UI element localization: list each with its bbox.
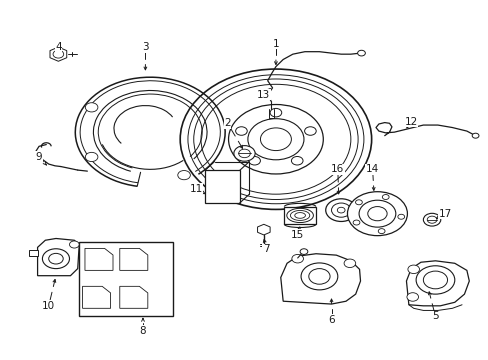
Circle shape: [358, 200, 395, 227]
Circle shape: [382, 194, 388, 199]
Text: 9: 9: [36, 152, 42, 162]
Polygon shape: [120, 286, 147, 308]
Text: 17: 17: [438, 209, 451, 219]
Circle shape: [352, 220, 359, 225]
Circle shape: [269, 108, 281, 117]
Text: 5: 5: [431, 311, 438, 321]
Text: 4: 4: [55, 42, 61, 52]
Circle shape: [248, 157, 260, 165]
Polygon shape: [38, 238, 79, 276]
Polygon shape: [82, 286, 110, 308]
Circle shape: [308, 269, 329, 284]
Polygon shape: [29, 250, 38, 256]
Text: 11: 11: [189, 184, 203, 194]
Circle shape: [193, 79, 357, 199]
Circle shape: [291, 255, 303, 263]
Circle shape: [427, 216, 436, 223]
Circle shape: [347, 192, 407, 236]
Polygon shape: [406, 261, 468, 306]
Circle shape: [42, 249, 69, 269]
Circle shape: [325, 199, 356, 221]
Text: 6: 6: [327, 315, 334, 325]
Polygon shape: [50, 47, 66, 61]
Circle shape: [260, 128, 291, 150]
Circle shape: [85, 152, 98, 162]
Polygon shape: [204, 170, 239, 203]
Circle shape: [180, 69, 371, 210]
Polygon shape: [257, 224, 269, 235]
Circle shape: [331, 203, 350, 217]
Circle shape: [85, 103, 98, 112]
Circle shape: [69, 241, 79, 248]
Circle shape: [367, 207, 386, 221]
Polygon shape: [79, 242, 173, 316]
Circle shape: [378, 229, 384, 234]
Circle shape: [471, 133, 478, 138]
Circle shape: [337, 207, 345, 213]
Circle shape: [300, 249, 307, 255]
Circle shape: [228, 104, 323, 174]
Circle shape: [406, 293, 418, 301]
Circle shape: [291, 157, 303, 165]
Circle shape: [415, 266, 454, 294]
Circle shape: [53, 50, 63, 58]
Polygon shape: [85, 248, 113, 270]
Polygon shape: [120, 248, 147, 270]
Circle shape: [301, 263, 337, 290]
Circle shape: [201, 84, 350, 194]
Circle shape: [233, 145, 255, 161]
Bar: [284, 207, 315, 224]
Circle shape: [357, 50, 365, 56]
Circle shape: [235, 127, 247, 135]
Circle shape: [238, 149, 250, 158]
Circle shape: [407, 265, 419, 274]
Polygon shape: [280, 254, 360, 304]
Text: 8: 8: [140, 326, 146, 336]
Circle shape: [344, 259, 355, 267]
Text: 15: 15: [290, 230, 304, 240]
Text: 2: 2: [224, 118, 230, 128]
Text: 7: 7: [263, 244, 269, 254]
Text: 3: 3: [142, 42, 148, 52]
Circle shape: [178, 171, 190, 180]
Text: 10: 10: [42, 301, 55, 311]
Circle shape: [397, 214, 404, 219]
Text: 12: 12: [404, 117, 417, 126]
Text: 14: 14: [365, 165, 379, 174]
Circle shape: [247, 119, 304, 160]
Text: 1: 1: [272, 39, 279, 49]
Circle shape: [423, 271, 447, 289]
Text: 16: 16: [330, 165, 344, 174]
Circle shape: [355, 200, 362, 205]
Circle shape: [187, 75, 363, 204]
Text: 13: 13: [257, 90, 270, 100]
Circle shape: [304, 127, 316, 135]
Circle shape: [49, 253, 63, 264]
Circle shape: [423, 213, 440, 226]
